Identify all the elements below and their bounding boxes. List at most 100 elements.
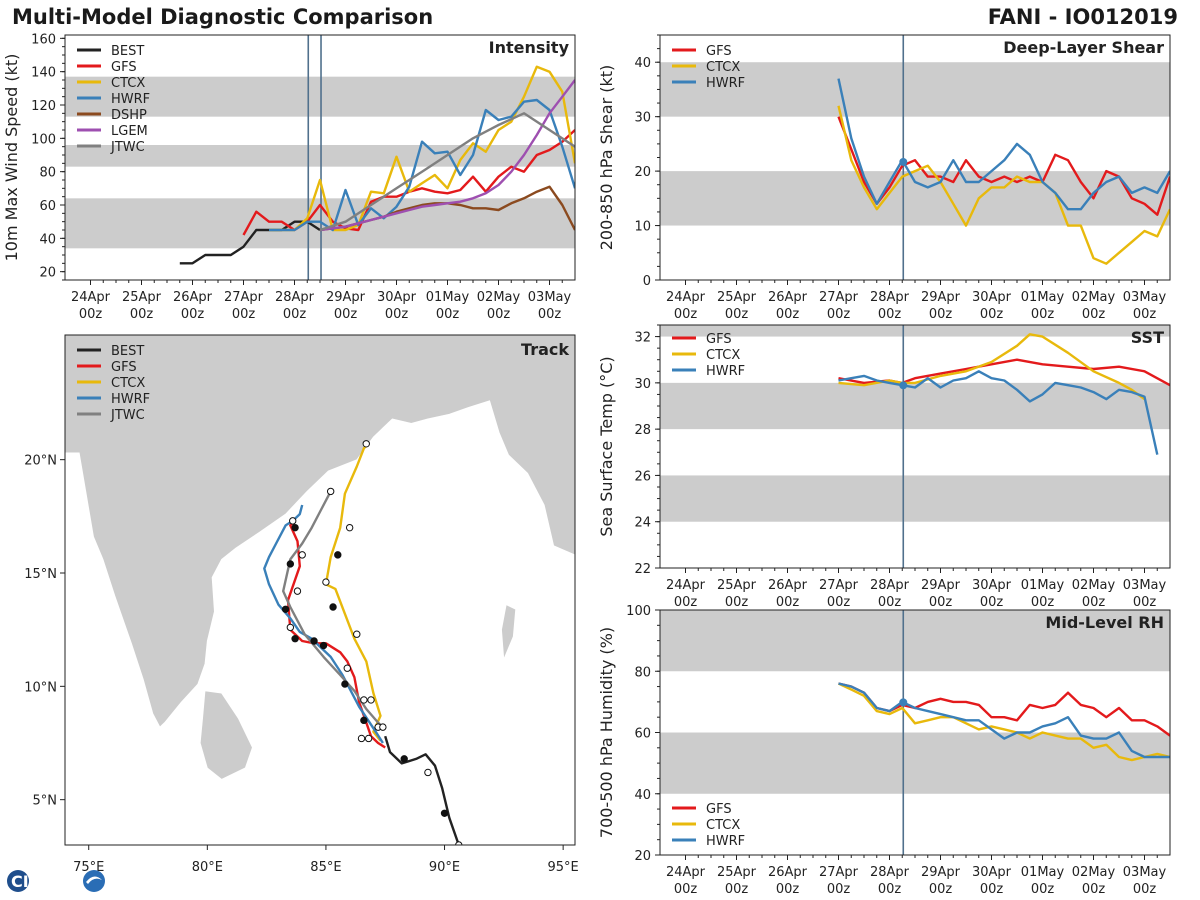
intensity-xtick-hour: 00z <box>487 307 511 322</box>
shear-series-ctcx <box>837 105 1170 265</box>
sst-panel: 22 24 26 28 30 32 24Apr 00z 25Apr 00z 26Apr 00z 27Ap… <box>597 324 1171 610</box>
intensity-band-1 <box>65 145 575 167</box>
rh-panel: 20 40 60 80 100 24Apr 00z 25Apr 00z 26Apr 00z 27Apr… <box>597 604 1171 897</box>
intensity-ytick-label: 160 <box>31 32 56 47</box>
rh-xtick-hour: 00z <box>1082 882 1106 897</box>
intensity-series-best <box>179 220 321 265</box>
shear-xtick-date: 01May <box>1021 290 1065 305</box>
rh-series-hwrf <box>838 682 1170 759</box>
track-marker-gfs <box>364 734 373 743</box>
shear-xtick-hour: 00z <box>674 307 698 322</box>
rh-ytick-label: 60 <box>634 727 651 742</box>
intensity-xtick-date: 30Apr <box>377 290 417 305</box>
rh-xtick-hour: 00z <box>878 882 902 897</box>
shear-xtick-hour: 00z <box>827 307 851 322</box>
intensity-series-jtwc <box>319 112 575 232</box>
track-marker-jtwc <box>343 664 351 672</box>
shear-xtick-hour: 00z <box>725 307 749 322</box>
track-marker-gfs <box>286 560 295 568</box>
intensity-xtick-date: 25Apr <box>122 290 162 305</box>
shear-ytick-label: 30 <box>634 111 651 126</box>
intensity-xtick-hour: 00z <box>436 307 460 322</box>
sst-band-0 <box>660 475 1170 522</box>
intensity-xtick-date: 29Apr <box>326 290 366 305</box>
rh-xtick-date: 01May <box>1021 865 1065 880</box>
rh-series-ctcx <box>837 682 1170 762</box>
logo-text: CIRA <box>11 872 54 891</box>
sst-ytick-label: 26 <box>634 469 651 484</box>
rh-analysis-marker <box>899 698 908 707</box>
sst-ytick-label: 32 <box>634 331 651 346</box>
track-marker-ctcx <box>353 630 361 638</box>
track-series-ctcx <box>324 442 382 742</box>
figure-title: Multi-Model Diagnostic Comparison <box>12 5 434 29</box>
shear-xtick-date: 27Apr <box>819 290 859 305</box>
land-srilanka <box>199 690 253 780</box>
intensity-legend-label: HWRF <box>111 92 150 107</box>
rh-xtick-date: 25Apr <box>717 865 757 880</box>
track-legend-label: JTWC <box>110 408 145 423</box>
shear-legend-label: GFS <box>706 44 732 59</box>
rh-xtick-hour: 00z <box>1031 882 1055 897</box>
track-marker-ctcx <box>357 734 366 743</box>
sst-xtick-date: 03May <box>1123 578 1167 593</box>
sst-xtick-hour: 00z <box>674 595 698 610</box>
sst-xtick-hour: 00z <box>776 595 800 610</box>
shear-panel: 0 10 20 30 40 24Apr 00z 25Apr 00z 26Apr 00z 27Apr 00… <box>597 34 1171 322</box>
sst-xtick-hour: 00z <box>980 595 1004 610</box>
land-india <box>65 335 575 728</box>
intensity-series-hwrf <box>269 98 575 232</box>
intensity-series-lgem <box>319 79 575 232</box>
storm-id: FANI - IO012019 <box>987 5 1178 29</box>
rh-xtick-hour: 00z <box>674 882 698 897</box>
track-marker-best <box>440 809 449 817</box>
rh-xtick-date: 29Apr <box>921 865 961 880</box>
rh-xtick-date: 02May <box>1072 865 1116 880</box>
sst-legend-label: HWRF <box>706 364 745 379</box>
logo-swirl-icon <box>83 870 105 892</box>
intensity-xtick-hour: 00z <box>181 307 205 322</box>
sst-xtick-hour: 00z <box>1082 595 1106 610</box>
rh-series-group <box>837 682 1170 762</box>
intensity-xtick-date: 24Apr <box>71 290 111 305</box>
shear-xtick-date: 28Apr <box>870 290 910 305</box>
track-marker-jtwc <box>360 696 368 704</box>
sst-xtick-hour: 00z <box>878 595 902 610</box>
sst-band-1 <box>660 382 1170 430</box>
shear-ytick-label: 0 <box>643 274 651 289</box>
intensity-xtick-date: 02May <box>477 290 521 305</box>
track-title: Track <box>521 340 569 359</box>
shear-xtick-hour: 00z <box>776 307 800 322</box>
sst-xtick-date: 30Apr <box>972 578 1012 593</box>
sst-series-group <box>838 333 1170 455</box>
sst-xtick-date: 02May <box>1072 578 1116 593</box>
sst-xtick-date: 29Apr <box>921 578 961 593</box>
rh-band-1 <box>660 610 1170 672</box>
shear-series-hwrf <box>837 78 1170 211</box>
rh-xtick-hour: 00z <box>980 882 1004 897</box>
shear-xtick-hour: 00z <box>878 307 902 322</box>
shear-xtick-hour: 00z <box>929 307 953 322</box>
intensity-ytick-label: 20 <box>39 266 56 281</box>
rh-xtick-date: 28Apr <box>870 865 910 880</box>
shear-xtick-hour: 00z <box>1082 307 1106 322</box>
rh-title: Mid-Level RH <box>1045 613 1164 632</box>
track-marker-jtwc <box>326 487 335 496</box>
intensity-xtick-hour: 00z <box>538 307 562 322</box>
shear-xtick-hour: 00z <box>1031 307 1055 322</box>
rh-ytick-label: 80 <box>634 665 651 680</box>
track-marker-gfs <box>291 635 299 643</box>
track-frame <box>64 334 576 846</box>
rh-xtick-date: 24Apr <box>666 865 706 880</box>
track-xtick-label: 85°E <box>310 860 341 875</box>
shear-xtick-hour: 00z <box>980 307 1004 322</box>
shear-ylabel: 200-850 hPa Shear (kt) <box>597 65 616 251</box>
track-marker-gfs <box>341 680 349 688</box>
track-marker-jtwc <box>286 623 295 632</box>
shear-legend-label: CTCX <box>706 60 740 75</box>
track-marker-ctcx <box>329 603 337 611</box>
intensity-xtick-hour: 00z <box>130 307 154 322</box>
track-marker-ctcx <box>334 551 342 559</box>
sst-legend-label: CTCX <box>706 348 740 363</box>
sst-title: SST <box>1131 328 1164 347</box>
